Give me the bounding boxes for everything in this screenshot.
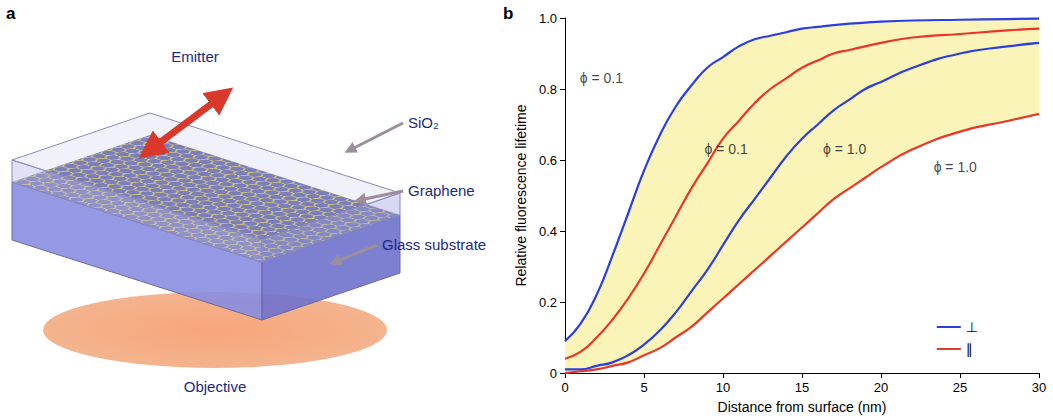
svg-text:0.2: 0.2 xyxy=(539,295,557,310)
svg-text:25: 25 xyxy=(953,380,967,395)
svg-text:1.0: 1.0 xyxy=(539,11,557,26)
svg-text:0.4: 0.4 xyxy=(539,224,557,239)
svg-text:0.8: 0.8 xyxy=(539,82,557,97)
svg-text:ϕ = 1.0: ϕ = 1.0 xyxy=(823,141,866,157)
svg-text:15: 15 xyxy=(795,380,809,395)
svg-text:Objective: Objective xyxy=(184,378,247,395)
svg-text:0: 0 xyxy=(561,380,568,395)
html-text:a: a xyxy=(6,4,16,23)
svg-text:5: 5 xyxy=(640,380,647,395)
svg-text:Glass substrate: Glass substrate xyxy=(382,236,486,253)
html-text:b: b xyxy=(503,4,514,23)
svg-text:∥: ∥ xyxy=(966,341,973,357)
svg-text:ϕ = 1.0: ϕ = 1.0 xyxy=(934,159,977,175)
svg-text:Graphene: Graphene xyxy=(408,182,475,199)
svg-text:ϕ = 0.1: ϕ = 0.1 xyxy=(580,70,623,86)
svg-text:0: 0 xyxy=(550,366,557,381)
svg-text:⊥: ⊥ xyxy=(966,319,978,335)
svg-text:0.6: 0.6 xyxy=(539,153,557,168)
svg-text:ϕ = 0.1: ϕ = 0.1 xyxy=(705,141,748,157)
svg-text:10: 10 xyxy=(716,380,730,395)
svg-text:Distance from surface (nm): Distance from surface (nm) xyxy=(718,399,887,415)
svg-text:20: 20 xyxy=(874,380,888,395)
svg-text:Emitter: Emitter xyxy=(171,48,219,65)
svg-text:Relative fluorescence lifetime: Relative fluorescence lifetime xyxy=(513,104,529,286)
svg-text:SiO₂: SiO₂ xyxy=(408,114,439,131)
svg-text:30: 30 xyxy=(1032,380,1046,395)
